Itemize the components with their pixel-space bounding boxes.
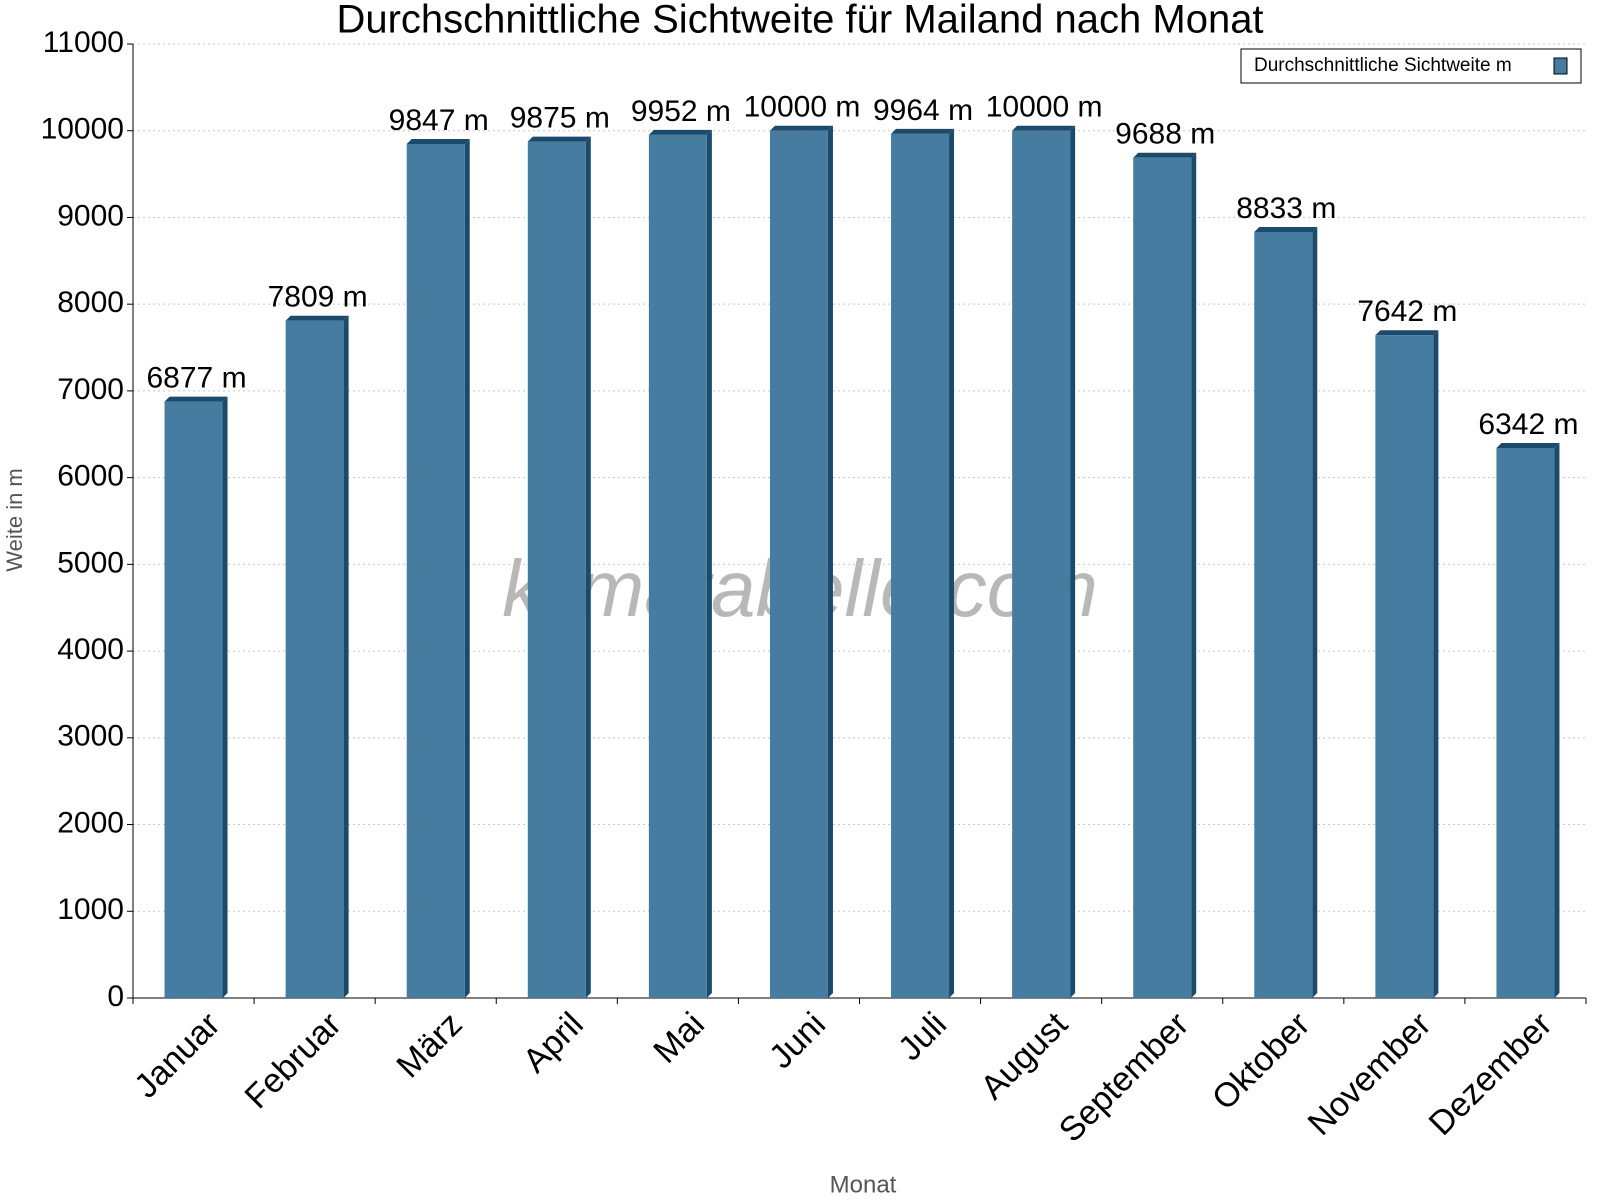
bar-top [1133,152,1197,158]
x-tick-label: Dezember [1422,1005,1560,1143]
y-tick-label: 5000 [57,546,124,579]
bar-side [949,128,955,998]
x-tick-label: Oktober [1205,1005,1317,1117]
data-label: 7809 m [268,281,368,314]
y-tick-label: 11000 [43,26,124,59]
bar-side [343,315,349,999]
x-tick-label: Januar [127,1005,227,1105]
data-label: 9964 m [873,94,973,127]
y-tick-label: 7000 [57,373,124,406]
bar [1133,157,1192,998]
data-label: 9688 m [1115,118,1215,151]
bar-top [769,125,833,131]
bar-top [648,129,712,135]
legend-label: Durchschnittliche Sichtweite m [1254,55,1512,76]
x-tick-label: November [1301,1005,1439,1143]
bar-top [164,396,228,402]
x-tick-label: April [516,1005,591,1080]
bar-side [1312,226,1318,999]
data-label: 6342 m [1478,408,1578,441]
y-tick-label: 8000 [57,286,124,319]
data-label: 6877 m [147,361,247,394]
data-label: 10000 m [986,91,1103,124]
y-tick-label: 6000 [57,460,124,493]
data-label: 10000 m [744,91,861,124]
y-tick-label: 10000 [41,113,124,146]
x-tick-label: Juni [762,1005,833,1076]
bar [1496,447,1555,998]
bar-side [706,129,712,998]
bar [285,320,344,999]
x-tick-label: Februar [238,1005,349,1116]
bar [891,133,950,998]
x-tick-label: März [389,1005,469,1085]
bar-side [222,396,228,998]
x-tick-label: Mai [646,1005,712,1071]
bar-side [464,138,470,998]
y-tick-label: 0 [107,980,124,1013]
bar-side [1191,152,1197,998]
bar-side [585,136,591,998]
data-label: 9952 m [631,95,731,128]
bar-side [827,125,833,998]
y-axis-label: Weite in m [2,468,27,572]
bar-side [1433,330,1439,998]
bar-top [1012,125,1076,131]
chart-title: Durchschnittliche Sichtweite für Mailand… [336,0,1263,42]
x-axis-label: Monat [830,1171,897,1198]
bar-top [891,128,955,134]
bar-top [527,136,591,142]
y-tick-label: 4000 [57,633,124,666]
data-label: 9847 m [389,104,489,137]
bar-side [1070,125,1076,998]
bar [164,401,223,998]
data-label: 7642 m [1357,295,1457,328]
y-tick-label: 2000 [57,806,124,839]
bar-top [285,315,349,321]
legend-box [1240,48,1582,84]
bar [1254,231,1313,999]
data-label: 9875 m [510,101,610,134]
bar-side [1554,442,1560,998]
bar-top [1375,330,1439,336]
bar-top [1496,442,1560,448]
data-label: 8833 m [1236,192,1336,225]
bar-top [406,138,470,144]
x-tick-label: September [1052,1005,1196,1149]
bar [1012,130,1071,998]
bar-top [1254,226,1318,232]
y-tick-label: 1000 [57,893,124,926]
y-tick-label: 9000 [57,199,124,232]
bar [648,134,707,998]
legend-swatch [1553,57,1568,75]
bar [527,141,586,998]
x-tick-label: Juli [891,1005,954,1068]
bar [769,130,828,998]
y-tick-label: 3000 [57,720,124,753]
bar [406,143,465,998]
x-tick-label: August [973,1005,1075,1107]
bar [1375,335,1434,998]
